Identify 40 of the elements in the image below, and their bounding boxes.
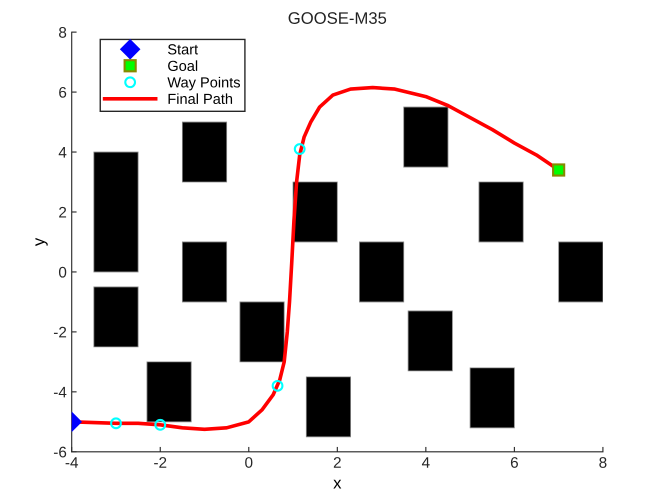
- y-tick-label: 8: [59, 26, 66, 38]
- point: [294, 143, 306, 155]
- bar: [240, 301, 285, 362]
- legend-label: Goal: [168, 60, 198, 72]
- point: [272, 380, 284, 392]
- y-tick-label: -6: [54, 446, 66, 458]
- chart-title: GOOSE-M35: [288, 12, 386, 24]
- y-tick-label: -4: [54, 386, 66, 398]
- y-tick-label: 0: [58, 266, 66, 278]
- point: [552, 163, 566, 177]
- y-tick-label: 6: [59, 86, 66, 98]
- bar: [182, 242, 228, 302]
- legend-label: Final Path: [168, 93, 232, 104]
- y-tick-label: -2: [54, 326, 66, 338]
- y-tick-label: 4: [58, 147, 66, 158]
- point: [110, 417, 122, 430]
- x-tick-label: 2: [334, 457, 341, 468]
- x-axis-title: x: [333, 480, 342, 489]
- y-axis-title: y: [35, 238, 48, 246]
- bar: [478, 182, 524, 242]
- y-tick-label: 2: [59, 206, 66, 218]
- x-tick-label: -2: [154, 457, 166, 468]
- point: [154, 418, 166, 431]
- bar: [292, 182, 338, 242]
- bar: [182, 122, 228, 182]
- bar: [146, 361, 192, 422]
- bar: [359, 242, 404, 302]
- legend-label: Way Points: [167, 76, 240, 90]
- bar: [93, 152, 139, 272]
- bar: [93, 286, 139, 348]
- bar: [306, 376, 352, 438]
- bar: [408, 310, 453, 372]
- legend-label: Start: [168, 44, 198, 55]
- bar: [558, 242, 603, 302]
- bar: [470, 367, 515, 428]
- x-tick-label: 4: [422, 457, 430, 468]
- x-tick-label: 0: [245, 457, 252, 468]
- x-tick-label: 6: [510, 457, 518, 468]
- x-tick-label: 8: [599, 457, 606, 468]
- bar: [403, 106, 448, 168]
